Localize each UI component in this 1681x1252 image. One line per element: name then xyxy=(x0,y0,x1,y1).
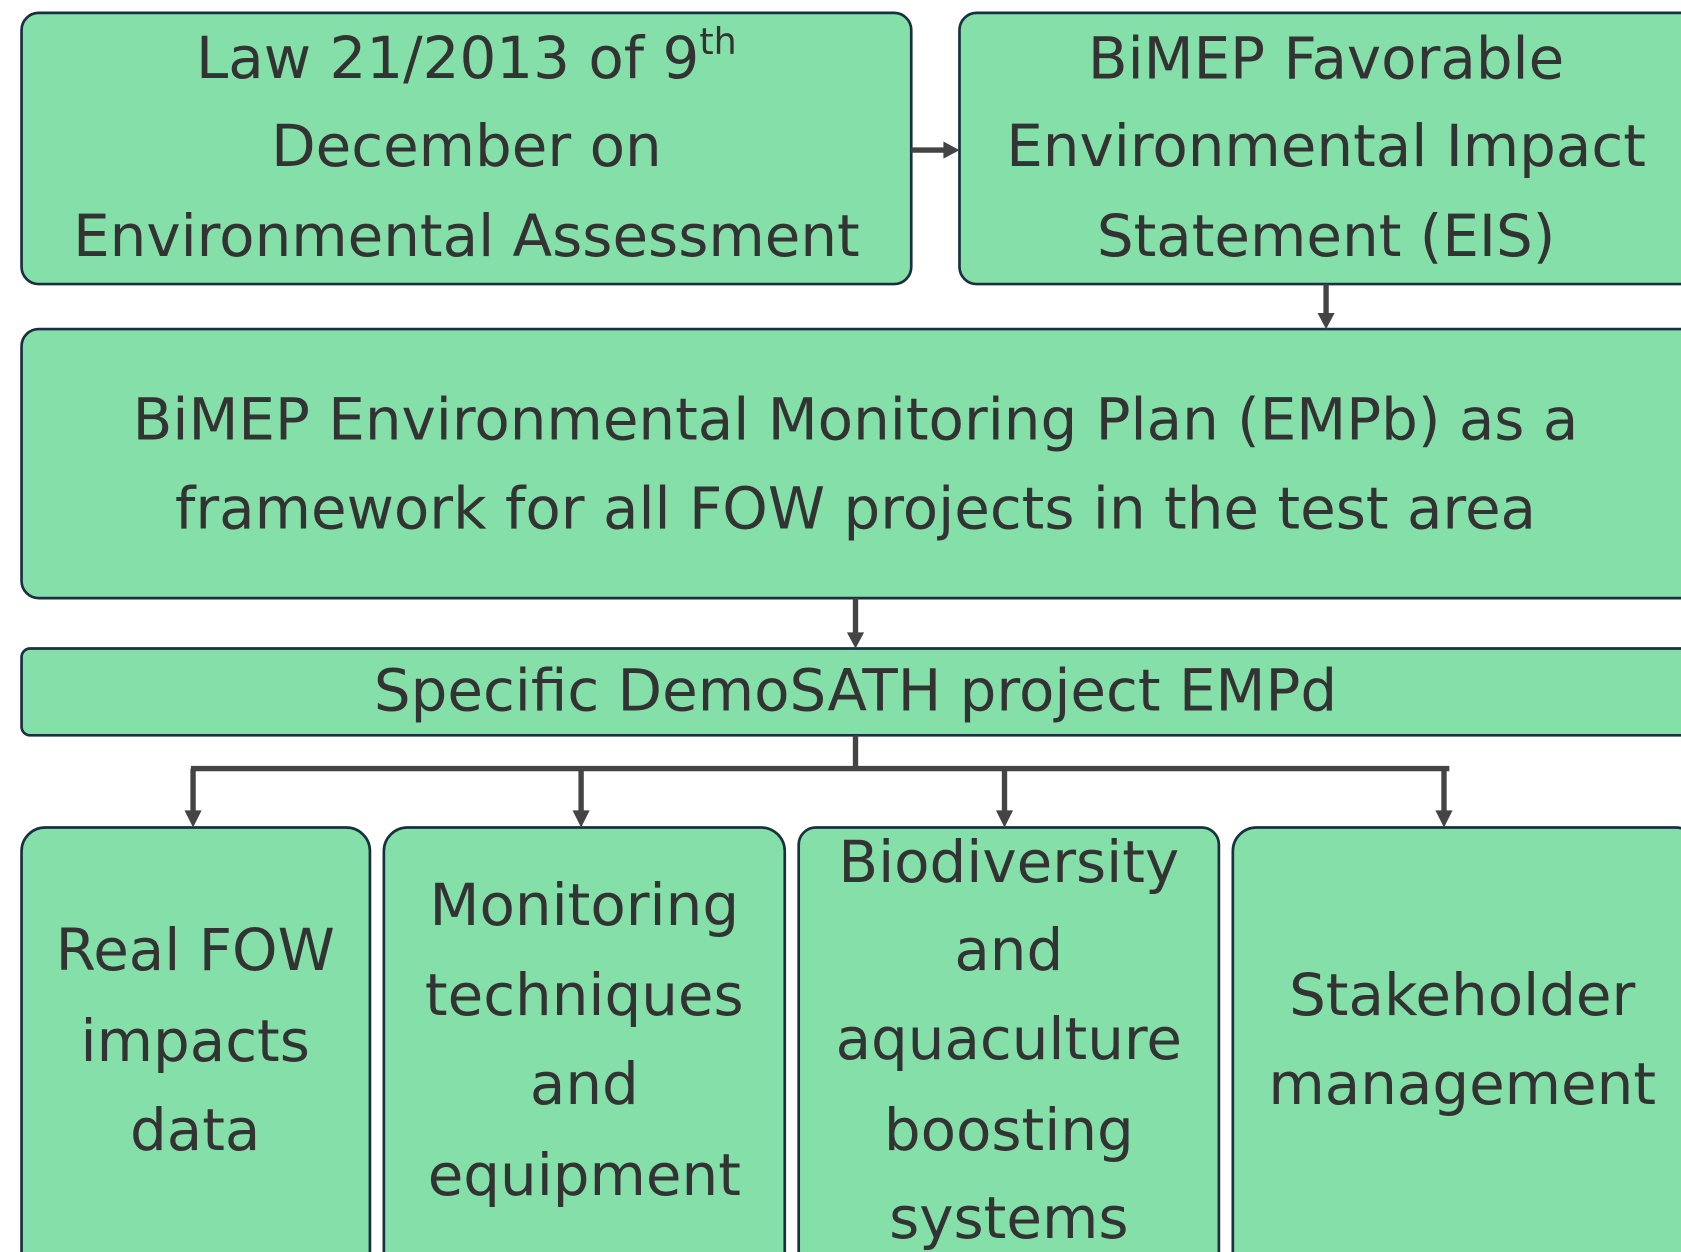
node-label: Environmental Impact xyxy=(1006,112,1646,180)
node-label: and xyxy=(954,916,1063,984)
node-label: BiMEP Favorable xyxy=(1088,24,1564,92)
node-box xyxy=(1231,826,1681,1252)
node-label: and xyxy=(530,1050,639,1118)
node-box xyxy=(20,647,1681,737)
superscript: th xyxy=(699,19,736,62)
node-label: systems xyxy=(889,1184,1128,1252)
node-label: management xyxy=(1268,1050,1656,1118)
node-label: Law 21/2013 of 9th xyxy=(196,19,737,92)
node-label-text: Law 21/2013 of 9 xyxy=(196,24,699,92)
node-box xyxy=(20,826,372,1252)
node-label: boosting xyxy=(884,1096,1134,1164)
node-label: framework for all FOW projects in the te… xyxy=(175,474,1536,542)
node-label: Stakeholder xyxy=(1289,961,1635,1029)
node-label: Monitoring xyxy=(430,871,740,939)
node-label: aquaculture xyxy=(836,1005,1182,1073)
arrows xyxy=(184,141,1453,828)
node-box xyxy=(958,11,1681,286)
node-label: techniques xyxy=(425,961,744,1029)
node-label: Biodiversity xyxy=(838,828,1179,896)
node-label: Statement (EIS) xyxy=(1097,202,1555,270)
node-label: December on xyxy=(271,112,662,180)
node-box xyxy=(20,327,1681,600)
node-label: equipment xyxy=(428,1141,741,1209)
node-label: data xyxy=(130,1096,260,1164)
node-label: Specific DemoSATH project EMPd xyxy=(374,657,1337,725)
node-label: impacts xyxy=(81,1007,310,1075)
node-box xyxy=(382,826,787,1252)
node-label: Real FOW xyxy=(56,916,335,984)
node-label: BiMEP Environmental Monitoring Plan (EMP… xyxy=(133,386,1579,454)
node-label: Environmental Assessment xyxy=(73,202,860,270)
node-box xyxy=(797,826,1221,1252)
